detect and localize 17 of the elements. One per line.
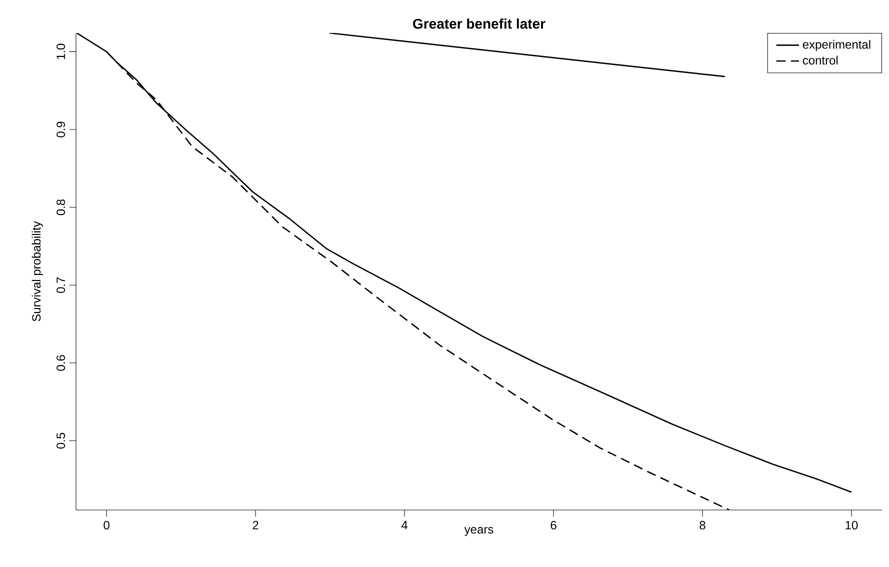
y-axis-title: Survival probability <box>32 221 43 322</box>
y-tick-label: 0.5 <box>56 432 66 449</box>
y-tick-label: 1.0 <box>56 44 66 60</box>
y-tick-label: 0.8 <box>56 199 66 216</box>
chart-title: Greater benefit later <box>413 18 546 29</box>
y-tick-label: 0.7 <box>56 277 66 293</box>
x-tick-label: 2 <box>252 520 258 530</box>
x-tick-label: 6 <box>550 520 556 530</box>
y-tick-label: 0.6 <box>56 355 66 371</box>
x-tick-label: 8 <box>700 520 706 530</box>
y-tick-label: 0.9 <box>56 122 66 138</box>
x-tick-label: 0 <box>104 520 110 530</box>
x-tick-label: 10 <box>846 520 858 530</box>
x-tick-label: 4 <box>401 520 408 530</box>
x-axis-title: years <box>464 527 494 536</box>
legend-label: experimental <box>802 40 870 52</box>
legend-label: control <box>802 56 838 65</box>
